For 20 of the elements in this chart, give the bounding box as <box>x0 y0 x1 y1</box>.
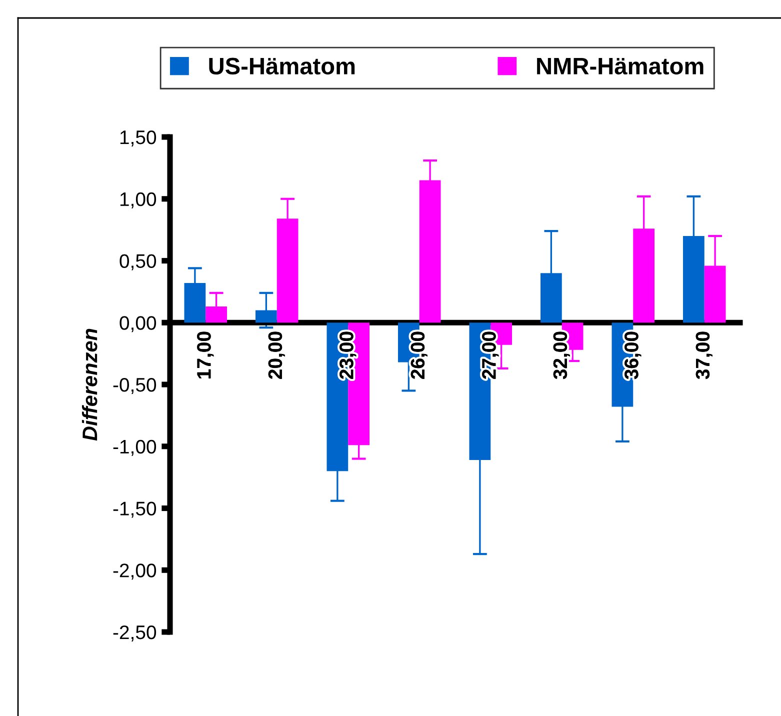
x-tick-label: 36,00 <box>624 332 642 380</box>
y-tick-label: 1,00 <box>120 192 156 208</box>
y-tick-label: -2,50 <box>113 625 156 642</box>
x-tick-label: 20,00 <box>268 332 285 379</box>
y-tick-label: -1,50 <box>113 502 156 518</box>
y-tick-label: 0,50 <box>120 254 156 270</box>
y-tick-label: 0,00 <box>120 316 156 332</box>
x-tick-label: 26,00 <box>410 332 428 379</box>
y-tick-label: -2,00 <box>113 564 156 580</box>
x-tick-label: 23,00 <box>340 332 356 379</box>
y-tick-label: -0,50 <box>113 378 156 394</box>
y-axis-title: Differenzen <box>82 328 98 441</box>
x-tick-label: 37,00 <box>696 332 712 380</box>
legend-label: NMR-Hämatom <box>537 58 704 75</box>
y-tick-label: -1,00 <box>113 440 156 456</box>
x-tick-label: 32,00 <box>553 332 570 380</box>
legend-label: US-Hämatom <box>209 58 355 75</box>
x-tick-label: 17,00 <box>197 332 214 378</box>
y-tick-label: 1,50 <box>120 130 156 147</box>
x-tick-label: 27,00 <box>482 332 499 379</box>
